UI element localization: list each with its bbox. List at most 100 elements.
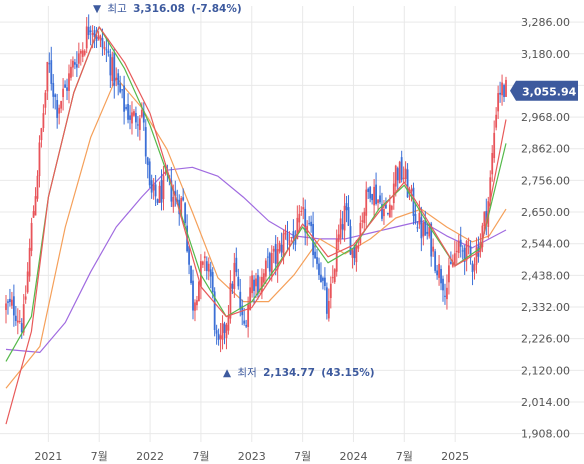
candle-body [302, 207, 305, 210]
candle-body [385, 204, 387, 209]
candle-body [125, 107, 127, 109]
candle-body [68, 73, 70, 91]
x-tick-label: 7월 [294, 450, 311, 463]
candle-body [335, 239, 338, 272]
candle-body [198, 281, 200, 302]
candle-body [227, 315, 230, 331]
x-tick-label: 2023 [238, 450, 266, 463]
candle-body [316, 257, 318, 264]
y-tick-label: 2,544.00 [521, 238, 570, 251]
candle-body [422, 223, 425, 237]
candle-body [312, 224, 314, 256]
candle-body [249, 287, 251, 311]
candle-body [329, 283, 332, 299]
candle-body [60, 100, 63, 109]
candle-body [410, 188, 413, 192]
candle-body [322, 277, 324, 281]
candle-body [12, 296, 15, 316]
x-tick-label: 2022 [136, 450, 164, 463]
candle-body [308, 223, 311, 225]
grid-lines [0, 6, 584, 442]
candle-body [453, 253, 456, 266]
candle-body [150, 180, 153, 193]
candle-body [503, 85, 505, 98]
candle-body [404, 168, 407, 180]
candle-body [127, 103, 129, 120]
candle-body [400, 157, 403, 180]
candle-body [276, 249, 279, 270]
candle-body [66, 87, 68, 91]
candle-body [473, 264, 476, 271]
x-tick-label: 7월 [192, 450, 209, 463]
candle-body [251, 275, 253, 294]
candle-body [438, 263, 440, 278]
candle-body [113, 52, 116, 86]
candle-body [367, 188, 370, 192]
candle-body [406, 169, 409, 198]
y-tick-label: 1,908.00 [521, 428, 570, 441]
candle-body [152, 184, 155, 191]
candle-body [485, 210, 488, 224]
candle-body [274, 244, 277, 264]
candle-body [314, 251, 316, 259]
candle-body [434, 251, 437, 271]
candle-body [64, 84, 66, 88]
candle-body [245, 325, 248, 327]
candle-body [192, 280, 194, 311]
candle-body [272, 248, 275, 252]
candle-body [203, 256, 206, 259]
y-tick-label: 2,438.00 [521, 269, 570, 282]
candle-body [390, 205, 393, 210]
y-tick-label: 3,286.00 [521, 16, 570, 29]
candle-body [459, 239, 462, 247]
candle-body [292, 231, 295, 239]
candle-body [286, 233, 289, 241]
candle-body [493, 132, 496, 159]
candle-body [451, 262, 454, 267]
candle-body [420, 217, 423, 239]
candle-body [247, 304, 250, 327]
candle-body [121, 89, 124, 91]
candle-body [357, 245, 360, 249]
candle-body [158, 185, 161, 203]
candle-body [9, 298, 11, 303]
y-tick-label: 3,180.00 [521, 48, 570, 61]
candle-body [477, 245, 480, 257]
candle-body [495, 114, 498, 128]
y-tick-label: 2,650.00 [521, 206, 570, 219]
candle-body [257, 275, 259, 294]
candle-body [213, 291, 216, 331]
candle-body [103, 47, 106, 50]
x-tick-label: 7월 [396, 450, 413, 463]
candle-body [229, 283, 232, 319]
candle-body [457, 240, 460, 254]
candle-body [174, 191, 177, 197]
candle-body [331, 277, 334, 279]
candle-body [42, 113, 45, 129]
svg-text:▼ 최고 3,316.08: ▼ 최고 3,316.08 (-7.84%) [93, 3, 242, 15]
candle-body [483, 211, 486, 226]
candle-body [239, 291, 242, 310]
high-arrow: ▼ [93, 3, 102, 15]
candle-body [194, 302, 196, 311]
candle-body [426, 231, 429, 234]
candle-body [105, 49, 108, 51]
y-tick-label: 2,968.00 [521, 111, 570, 124]
candle-body [135, 113, 137, 123]
candle-body [81, 50, 84, 57]
candle-body [16, 320, 19, 323]
candle-body [91, 32, 94, 36]
candle-body [18, 321, 21, 323]
candle-body [444, 295, 446, 297]
low-value: 2,134.77 [263, 367, 315, 379]
current-price-value: 3,055.94 [522, 85, 577, 98]
ma5-line [5, 26, 507, 425]
candle-body [144, 127, 147, 157]
candle-body [223, 323, 226, 333]
candle-body [341, 224, 344, 230]
candle-body [261, 276, 263, 293]
candle-body [28, 247, 31, 277]
candle-body [99, 36, 102, 41]
candle-body [363, 211, 366, 224]
